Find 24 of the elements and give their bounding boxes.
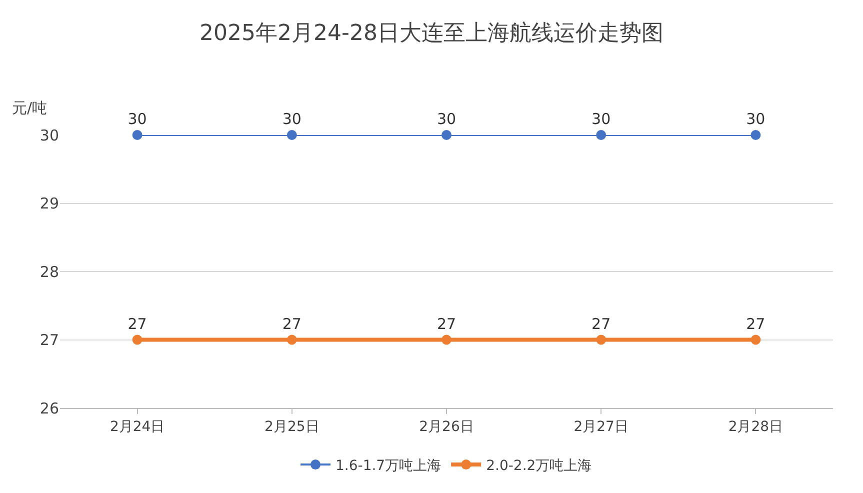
data-label: 27 <box>128 314 147 333</box>
y-tick-label: 30 <box>40 126 59 144</box>
x-tick-label: 2月26日 <box>419 418 474 435</box>
legend-label: 2.0-2.2万吨上海 <box>486 458 592 474</box>
data-label: 27 <box>436 314 456 333</box>
y-tick-label: 27 <box>40 331 59 349</box>
y-tick-label: 28 <box>40 262 59 281</box>
legend-label: 1.6-1.7万吨上海 <box>336 458 442 474</box>
x-tick-label: 2月28日 <box>728 418 784 435</box>
data-label: 30 <box>282 110 302 128</box>
data-label: 30 <box>128 110 147 128</box>
data-label: 30 <box>746 110 766 128</box>
y-tick-label: 26 <box>40 399 59 418</box>
data-label: 27 <box>746 314 766 333</box>
data-label: 27 <box>282 314 302 333</box>
data-label: 27 <box>592 314 611 333</box>
x-tick-label: 2月27日 <box>574 418 628 435</box>
y-axis-title: 元/吨 <box>12 99 48 117</box>
x-tick-label: 2月24日 <box>110 418 165 435</box>
data-label: 30 <box>436 110 456 128</box>
x-tick-label: 2月25日 <box>264 418 320 435</box>
y-tick-label: 29 <box>40 194 59 212</box>
chart-title: 2025年2月24-28日大连至上海航线运价走势图 <box>200 21 664 46</box>
data-label: 30 <box>592 110 611 128</box>
